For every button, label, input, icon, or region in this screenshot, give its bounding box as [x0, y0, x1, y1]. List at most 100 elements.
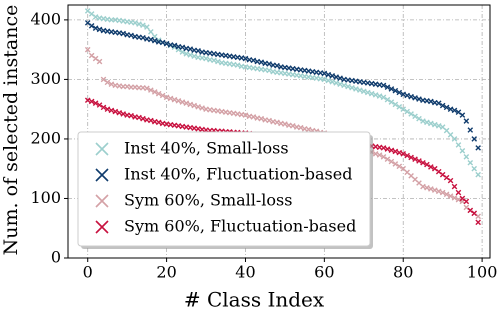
x-tick-label: 80 [393, 263, 413, 282]
point [234, 62, 241, 68]
point [333, 74, 339, 80]
point [179, 99, 186, 105]
point [404, 108, 410, 115]
point [463, 154, 470, 160]
point [424, 161, 430, 168]
point [475, 219, 481, 226]
point [459, 148, 466, 154]
point [357, 87, 363, 93]
point [376, 152, 383, 158]
x-tick-label: 100 [467, 263, 498, 282]
point [424, 119, 430, 126]
point [475, 171, 481, 178]
point [290, 123, 296, 129]
point [400, 91, 407, 98]
point [443, 127, 450, 134]
point [199, 105, 205, 111]
point [100, 104, 107, 111]
point [148, 36, 154, 43]
point [96, 102, 103, 108]
point [297, 124, 304, 131]
point [451, 183, 458, 190]
point [187, 101, 194, 108]
point [171, 96, 178, 103]
point [428, 98, 434, 105]
y-axis-label: Num. of selected instance [0, 5, 22, 256]
point [384, 84, 391, 90]
point [92, 100, 99, 107]
point [416, 158, 422, 164]
point [155, 119, 162, 126]
point [400, 151, 407, 157]
point [211, 57, 217, 64]
point [404, 92, 410, 99]
y-tick-label: 0 [51, 248, 61, 267]
point [471, 210, 478, 217]
point [337, 75, 343, 82]
point [266, 61, 272, 67]
point [475, 145, 481, 151]
point [455, 189, 462, 196]
point [92, 25, 99, 32]
point [443, 104, 450, 111]
point [96, 58, 103, 65]
point [372, 151, 379, 157]
point [148, 87, 154, 93]
point [424, 184, 430, 191]
point [136, 21, 142, 27]
point [88, 98, 95, 105]
point [167, 95, 174, 102]
point [163, 40, 170, 47]
point [384, 156, 391, 162]
point [447, 193, 454, 199]
point [447, 106, 454, 112]
point [451, 195, 458, 201]
legend-marker [95, 194, 109, 208]
point [439, 189, 446, 196]
point [144, 85, 150, 92]
point [215, 58, 221, 65]
point [380, 82, 387, 89]
point [329, 73, 336, 79]
x-tick-label: 40 [235, 263, 255, 282]
point [250, 114, 257, 120]
point [463, 198, 470, 205]
point [191, 102, 198, 109]
point [471, 165, 478, 172]
legend [77, 131, 371, 247]
x-tick-label: 20 [156, 263, 176, 282]
point [408, 111, 414, 117]
point [412, 113, 418, 120]
y-tick-label: 100 [30, 188, 61, 207]
point [175, 98, 182, 104]
point [396, 104, 403, 110]
x-axis-label: # Class Index [184, 288, 325, 312]
point [420, 159, 426, 166]
point [471, 136, 478, 142]
point [333, 80, 339, 86]
point [140, 34, 146, 41]
legend-label: Sym 60%, Fluctuation-based [124, 217, 356, 236]
point [195, 48, 201, 54]
point [159, 92, 166, 99]
y-tick-label: 300 [30, 69, 61, 88]
point [345, 83, 351, 90]
point [396, 163, 403, 170]
point [455, 196, 462, 203]
point [329, 78, 336, 85]
point [420, 118, 426, 124]
point [321, 70, 328, 77]
point [266, 67, 272, 74]
point [451, 107, 458, 114]
point [467, 159, 474, 166]
point [84, 97, 91, 104]
point [148, 28, 154, 35]
point [96, 26, 103, 33]
point [325, 71, 332, 78]
point [408, 154, 414, 161]
point [266, 117, 272, 124]
point [179, 44, 186, 51]
point [455, 142, 462, 148]
point [282, 121, 288, 127]
